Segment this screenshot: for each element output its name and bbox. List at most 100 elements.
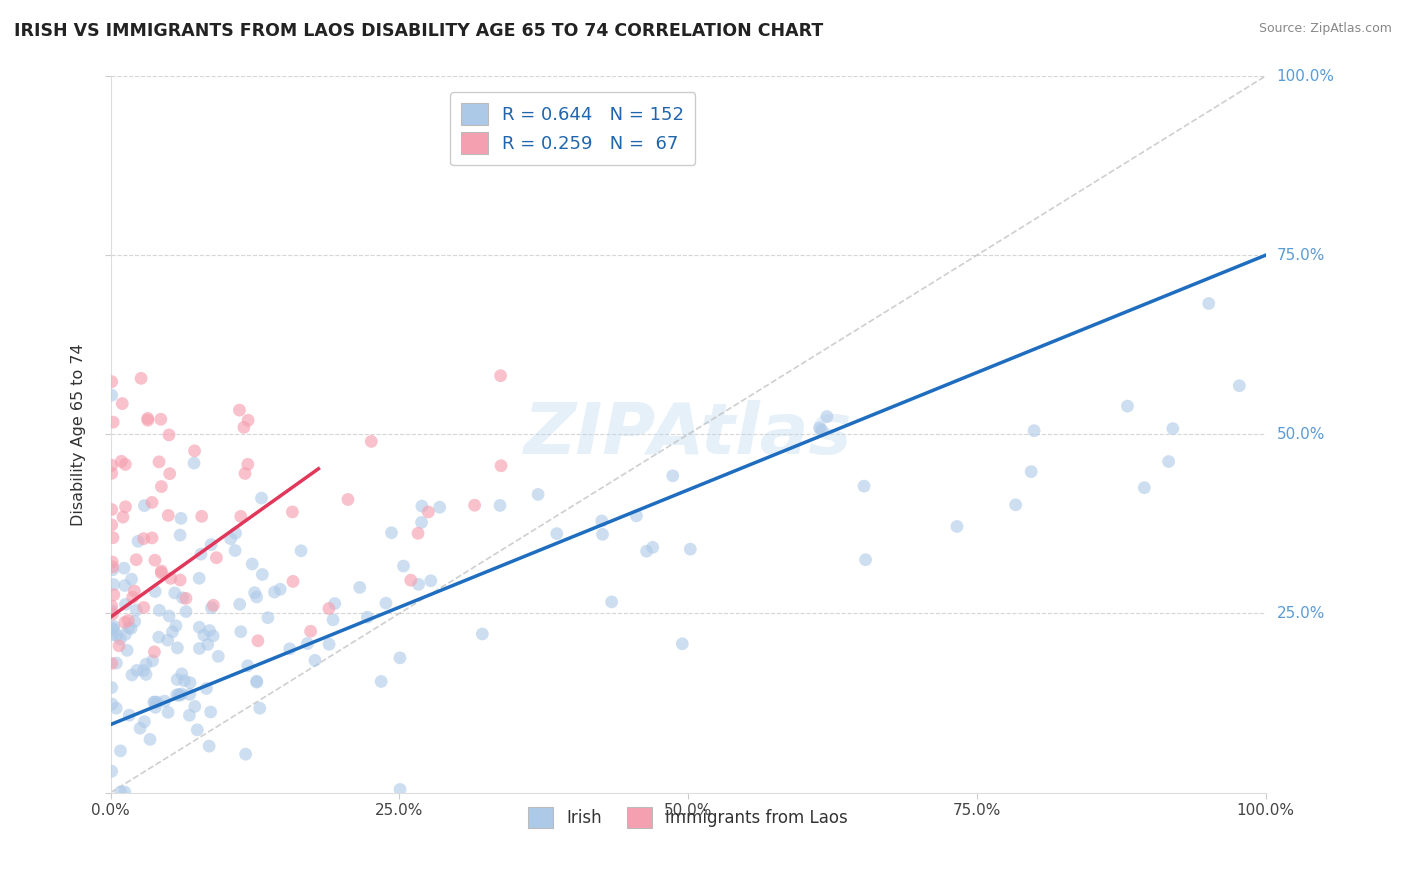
Point — [159, 467, 181, 481]
Point — [1116, 399, 1139, 413]
Point — [195, 681, 218, 696]
Point — [278, 641, 301, 656]
Point — [146, 695, 169, 709]
Point — [172, 591, 194, 605]
Point — [118, 708, 141, 723]
Point — [207, 649, 229, 664]
Point — [105, 656, 128, 670]
Point — [946, 519, 969, 533]
Point — [101, 415, 124, 429]
Point — [240, 557, 263, 571]
Point — [101, 531, 124, 545]
Point — [162, 624, 184, 639]
Legend: Irish, Immigrants from Laos: Irish, Immigrants from Laos — [522, 801, 855, 835]
Point — [246, 674, 269, 689]
Point — [250, 491, 273, 505]
Point — [101, 697, 124, 711]
Point — [179, 708, 201, 723]
Point — [166, 688, 188, 702]
Point — [100, 375, 122, 389]
Point — [183, 443, 205, 458]
Point — [1227, 378, 1250, 392]
Point — [671, 637, 693, 651]
Point — [592, 527, 614, 541]
Point — [157, 508, 180, 523]
Point — [173, 673, 195, 688]
Point — [322, 613, 344, 627]
Point — [100, 458, 122, 473]
Point — [108, 639, 131, 653]
Point — [132, 664, 155, 678]
Point — [120, 622, 142, 636]
Point — [662, 468, 685, 483]
Point — [263, 585, 285, 599]
Point — [150, 564, 173, 578]
Point — [103, 577, 125, 591]
Point — [105, 628, 128, 642]
Text: 100.0%: 100.0% — [1277, 69, 1334, 84]
Point — [411, 516, 433, 530]
Point — [114, 598, 136, 612]
Point — [200, 538, 222, 552]
Point — [229, 509, 252, 524]
Point — [127, 534, 149, 549]
Point — [112, 561, 135, 575]
Point — [853, 479, 876, 493]
Point — [111, 396, 134, 410]
Y-axis label: Disability Age 65 to 74: Disability Age 65 to 74 — [72, 343, 86, 525]
Point — [183, 456, 205, 470]
Point — [1004, 498, 1026, 512]
Point — [114, 615, 136, 630]
Point — [136, 411, 159, 425]
Point — [1157, 454, 1180, 468]
Point — [290, 543, 312, 558]
Point — [121, 572, 143, 586]
Point — [810, 423, 832, 437]
Point — [336, 492, 359, 507]
Point — [166, 673, 188, 687]
Point — [121, 590, 143, 604]
Point — [100, 599, 122, 613]
Point — [205, 550, 228, 565]
Point — [110, 744, 132, 758]
Point — [101, 628, 124, 642]
Point — [236, 458, 259, 472]
Point — [202, 599, 225, 613]
Point — [188, 571, 211, 585]
Point — [103, 623, 125, 637]
Text: Source: ZipAtlas.com: Source: ZipAtlas.com — [1258, 22, 1392, 36]
Point — [228, 597, 250, 611]
Point — [198, 739, 221, 753]
Point — [165, 618, 187, 632]
Point — [105, 701, 128, 715]
Point — [246, 590, 269, 604]
Text: IRISH VS IMMIGRANTS FROM LAOS DISABILITY AGE 65 TO 74 CORRELATION CHART: IRISH VS IMMIGRANTS FROM LAOS DISABILITY… — [14, 22, 824, 40]
Point — [464, 498, 486, 512]
Point — [188, 641, 211, 656]
Point — [101, 604, 124, 618]
Point — [100, 517, 122, 532]
Point — [489, 499, 512, 513]
Point — [134, 714, 156, 729]
Point — [318, 601, 340, 615]
Point — [200, 705, 222, 719]
Point — [1161, 422, 1184, 436]
Point — [110, 785, 132, 799]
Point — [169, 573, 191, 587]
Point — [318, 637, 340, 651]
Point — [808, 421, 831, 435]
Point — [100, 657, 122, 671]
Point — [546, 526, 568, 541]
Point — [142, 654, 165, 668]
Point — [148, 603, 170, 617]
Point — [100, 467, 122, 481]
Point — [299, 624, 322, 639]
Point — [186, 723, 208, 737]
Point — [375, 596, 398, 610]
Point — [101, 555, 124, 569]
Point — [143, 584, 166, 599]
Point — [297, 636, 319, 650]
Point — [136, 413, 159, 427]
Point — [170, 687, 193, 701]
Point — [101, 560, 124, 574]
